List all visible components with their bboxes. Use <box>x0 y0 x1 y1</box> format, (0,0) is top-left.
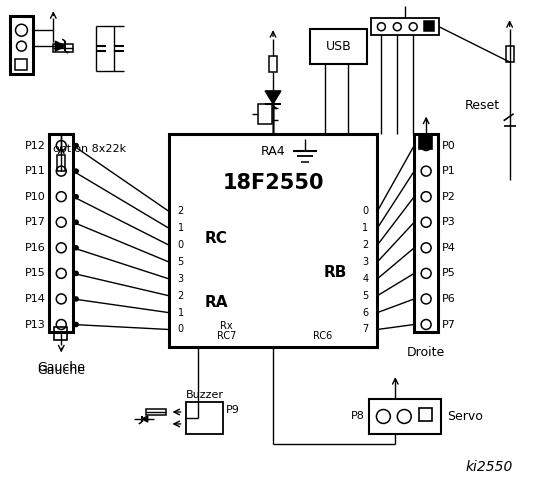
Circle shape <box>74 323 78 326</box>
Text: 5: 5 <box>178 257 184 267</box>
Text: P13: P13 <box>24 320 45 329</box>
Text: Reset: Reset <box>465 99 500 112</box>
Text: P1: P1 <box>442 166 456 176</box>
Text: Rx: Rx <box>220 321 233 331</box>
Text: 2: 2 <box>178 291 184 300</box>
Text: 7: 7 <box>362 324 369 335</box>
Bar <box>185 402 223 434</box>
Bar <box>53 44 73 52</box>
Polygon shape <box>55 41 65 51</box>
Bar <box>146 408 166 416</box>
Circle shape <box>74 195 78 199</box>
Text: 3: 3 <box>362 257 368 267</box>
Text: ki2550: ki2550 <box>465 460 513 474</box>
Bar <box>505 46 514 62</box>
Text: 2: 2 <box>178 206 184 216</box>
Circle shape <box>74 297 78 301</box>
Circle shape <box>74 246 78 250</box>
Text: 1: 1 <box>362 223 368 233</box>
Text: 5: 5 <box>362 291 369 300</box>
Text: 18F2550: 18F2550 <box>222 173 324 193</box>
Text: P16: P16 <box>24 243 45 253</box>
Polygon shape <box>265 91 281 104</box>
Circle shape <box>74 169 78 173</box>
Text: P9: P9 <box>226 405 240 415</box>
Text: RC: RC <box>205 230 228 245</box>
Text: 0: 0 <box>178 240 184 250</box>
Text: P3: P3 <box>442 217 456 227</box>
Text: RC6: RC6 <box>313 331 332 341</box>
Text: 3: 3 <box>178 274 184 284</box>
Bar <box>269 56 277 72</box>
Text: RC7: RC7 <box>217 331 236 341</box>
Text: P8: P8 <box>351 411 364 421</box>
Circle shape <box>74 220 78 224</box>
Bar <box>419 408 432 421</box>
Text: Servo: Servo <box>447 410 483 423</box>
Bar <box>49 133 73 333</box>
Text: P10: P10 <box>24 192 45 202</box>
Text: 2: 2 <box>362 240 369 250</box>
Text: P4: P4 <box>442 243 456 253</box>
Text: 1: 1 <box>178 308 184 318</box>
Bar <box>14 59 28 70</box>
Text: P6: P6 <box>442 294 456 304</box>
Circle shape <box>74 144 78 147</box>
Text: Gauche: Gauche <box>37 364 85 377</box>
Text: RA: RA <box>205 295 228 310</box>
Bar <box>414 133 438 333</box>
Bar <box>372 18 439 35</box>
Bar <box>58 156 65 171</box>
Circle shape <box>74 271 78 276</box>
Text: P5: P5 <box>442 268 456 278</box>
Text: P11: P11 <box>24 166 45 176</box>
Text: 0: 0 <box>178 324 184 335</box>
Text: 1: 1 <box>178 223 184 233</box>
Text: P2: P2 <box>442 192 456 202</box>
Text: P12: P12 <box>24 141 45 151</box>
Text: 4: 4 <box>362 274 368 284</box>
Polygon shape <box>142 416 148 422</box>
Bar <box>369 399 441 434</box>
Text: Buzzer: Buzzer <box>185 390 223 400</box>
Text: 0: 0 <box>362 206 368 216</box>
Text: P0: P0 <box>442 141 456 151</box>
Bar <box>169 133 377 348</box>
Text: USB: USB <box>326 40 352 53</box>
Text: Droite: Droite <box>407 346 445 359</box>
Text: P15: P15 <box>24 268 45 278</box>
Bar <box>310 29 368 64</box>
Bar <box>258 104 272 124</box>
Text: P14: P14 <box>24 294 45 304</box>
Bar <box>424 21 434 31</box>
Text: 6: 6 <box>362 308 368 318</box>
Text: Gauche: Gauche <box>37 361 85 374</box>
Text: option 8x22k: option 8x22k <box>53 144 126 154</box>
Text: RB: RB <box>324 265 347 280</box>
Bar <box>54 327 67 340</box>
Bar <box>419 136 432 148</box>
Text: RA4: RA4 <box>260 145 285 158</box>
Text: P7: P7 <box>442 320 456 329</box>
Bar <box>9 16 33 74</box>
Text: P17: P17 <box>24 217 45 227</box>
